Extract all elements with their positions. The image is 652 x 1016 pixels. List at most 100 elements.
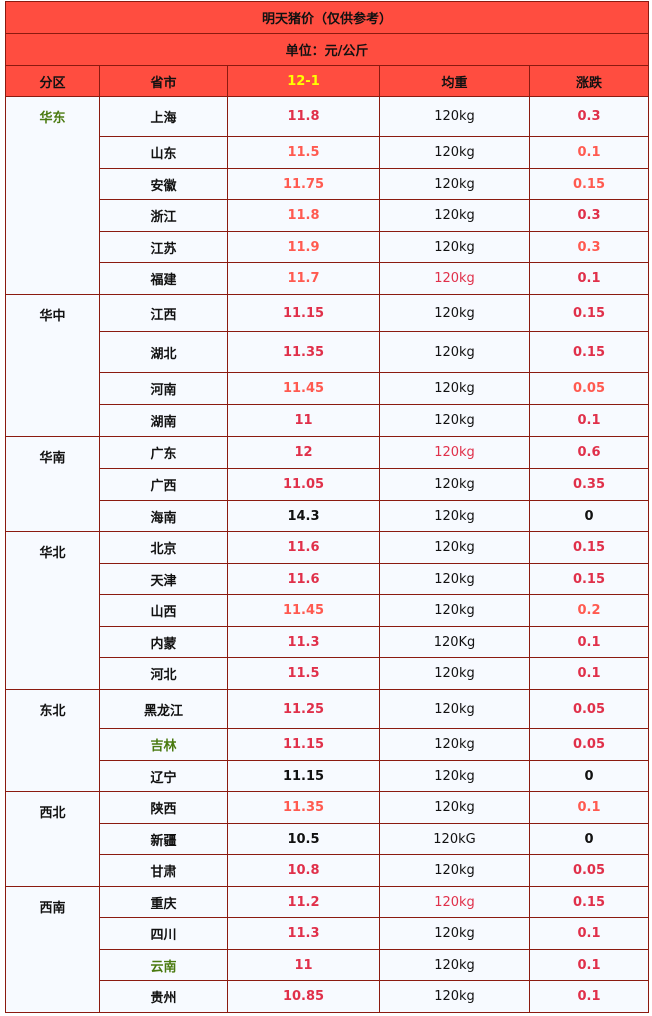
price-cell: 11.3: [227, 626, 380, 658]
province-cell: 四川: [99, 917, 228, 950]
price-cell: 11.05: [227, 468, 380, 501]
weight-cell: 120kg: [379, 468, 530, 501]
change-cell: 0.2: [529, 594, 649, 627]
province-cell: 北京: [99, 531, 228, 564]
weight-cell: 120kg: [379, 231, 530, 263]
weight-cell: 120kg: [379, 980, 530, 1013]
province-cell: 河南: [99, 372, 228, 405]
change-cell: 0.6: [529, 436, 649, 469]
weight-cell: 120kg: [379, 728, 530, 761]
table-row: 东北 黑龙江 11.25 120kg 0.05: [5, 689, 649, 792]
region-cell: 华中: [5, 294, 100, 437]
change-cell: 0.05: [529, 854, 649, 887]
province-cell: 山东: [99, 136, 228, 169]
col-header-province: 省市: [99, 65, 228, 97]
change-cell: 0.1: [529, 136, 649, 169]
province-cell: 浙江: [99, 199, 228, 232]
pig-price-table: 明天猪价（仅供参考） 单位：元/公斤 分区 省市 12-1 均重 涨跌 华东 上海…: [5, 1, 649, 1013]
province-cell: 云南: [99, 949, 228, 981]
province-cell: 广东: [99, 436, 228, 469]
change-cell: 0.3: [529, 199, 649, 232]
price-cell: 11.6: [227, 531, 380, 564]
table-row: 西南 重庆 11.2 120kg 0.15: [5, 886, 649, 1013]
change-cell: 0.3: [529, 96, 649, 137]
table-row: 华北 北京 11.6 120kg 0.15: [5, 531, 649, 690]
province-cell: 广西: [99, 468, 228, 501]
price-cell: 11.45: [227, 372, 380, 405]
price-cell: 11.5: [227, 136, 380, 169]
table-row: 海南 14.3 120kg 0: [6, 500, 649, 532]
price-cell: 10.85: [227, 980, 380, 1013]
province-cell: 湖南: [99, 404, 228, 437]
change-cell: 0: [529, 823, 649, 855]
price-cell: 10.8: [227, 854, 380, 887]
price-cell: 11.6: [227, 563, 380, 595]
weight-cell: 120kg: [379, 594, 530, 627]
price-cell: 10.5: [227, 823, 380, 855]
change-cell: 0.15: [529, 886, 649, 918]
province-cell: 福建: [99, 262, 228, 295]
region-cell: 华北: [5, 531, 100, 690]
table-row: 华南 广东 12 120kg 0.6: [5, 436, 649, 532]
change-cell: 0.1: [529, 791, 649, 824]
weight-cell: 120kg: [379, 404, 530, 437]
weight-cell: 120kg: [379, 199, 530, 232]
province-cell: 贵州: [99, 980, 228, 1013]
price-cell: 11.35: [227, 331, 380, 373]
province-cell: 江苏: [99, 231, 228, 263]
weight-cell: 120kg: [379, 436, 530, 469]
weight-cell: 120kg: [379, 136, 530, 169]
change-cell: 0.1: [529, 949, 649, 981]
table-row: 华东 上海 11.8 120kg 0.3: [5, 96, 649, 295]
weight-cell: 120kg: [379, 657, 530, 690]
change-cell: 0.05: [529, 689, 649, 729]
table-row: 甘肃 10.8 120kg 0.05: [6, 854, 649, 887]
price-cell: 11.8: [227, 199, 380, 232]
weight-cell: 120kg: [379, 689, 530, 729]
weight-cell: 120kg: [379, 949, 530, 981]
province-cell: 上海: [99, 96, 228, 137]
change-cell: 0.15: [529, 294, 649, 332]
change-cell: 0.15: [529, 168, 649, 200]
col-header-date: 12-1: [227, 65, 380, 97]
table-row: 华中 江西 11.15 120kg 0.15: [5, 294, 649, 437]
price-cell: 11.15: [227, 760, 380, 792]
weight-cell: 120kg: [379, 854, 530, 887]
region-cell: 西南: [5, 886, 100, 1013]
weight-cell: 120kg: [379, 531, 530, 564]
weight-cell: 120kg: [379, 791, 530, 824]
change-cell: 0.1: [529, 262, 649, 295]
price-cell: 11.15: [227, 294, 380, 332]
table-row: 新疆 10.5 120kG 0: [6, 823, 649, 855]
table-row: 辽宁 11.15 120kg 0: [6, 760, 649, 792]
weight-cell: 120kg: [379, 760, 530, 792]
price-cell: 11.35: [227, 791, 380, 824]
province-cell: 黑龙江: [99, 689, 228, 729]
table-row: 湖北 11.35 120kg 0.15: [6, 331, 649, 373]
weight-cell: 120kg: [379, 886, 530, 918]
price-cell: 11.45: [227, 594, 380, 627]
price-cell: 11.9: [227, 231, 380, 263]
unit-label: 单位：元/公斤: [5, 33, 649, 66]
weight-cell: 120Kg: [379, 626, 530, 658]
region-cell: 西北: [5, 791, 100, 887]
change-cell: 0.1: [529, 657, 649, 690]
weight-cell: 120kg: [379, 262, 530, 295]
table-row: 浙江 11.8 120kg 0.3: [6, 199, 649, 232]
province-cell: 吉林: [99, 728, 228, 761]
table-title: 明天猪价（仅供参考）: [5, 1, 649, 34]
change-cell: 0.05: [529, 372, 649, 405]
table-row: 江苏 11.9 120kg 0.3: [6, 231, 649, 263]
province-cell: 海南: [99, 500, 228, 532]
price-cell: 11: [227, 404, 380, 437]
price-cell: 11.8: [227, 96, 380, 137]
table-row: 吉林 11.15 120kg 0.05: [6, 728, 649, 761]
table-row: 河北 11.5 120kg 0.1: [6, 657, 649, 690]
province-cell: 湖北: [99, 331, 228, 373]
price-cell: 11.2: [227, 886, 380, 918]
table-row: 安徽 11.75 120kg 0.15: [6, 168, 649, 200]
weight-cell: 120kg: [379, 500, 530, 532]
weight-cell: 120kg: [379, 917, 530, 950]
province-cell: 江西: [99, 294, 228, 332]
change-cell: 0.15: [529, 331, 649, 373]
